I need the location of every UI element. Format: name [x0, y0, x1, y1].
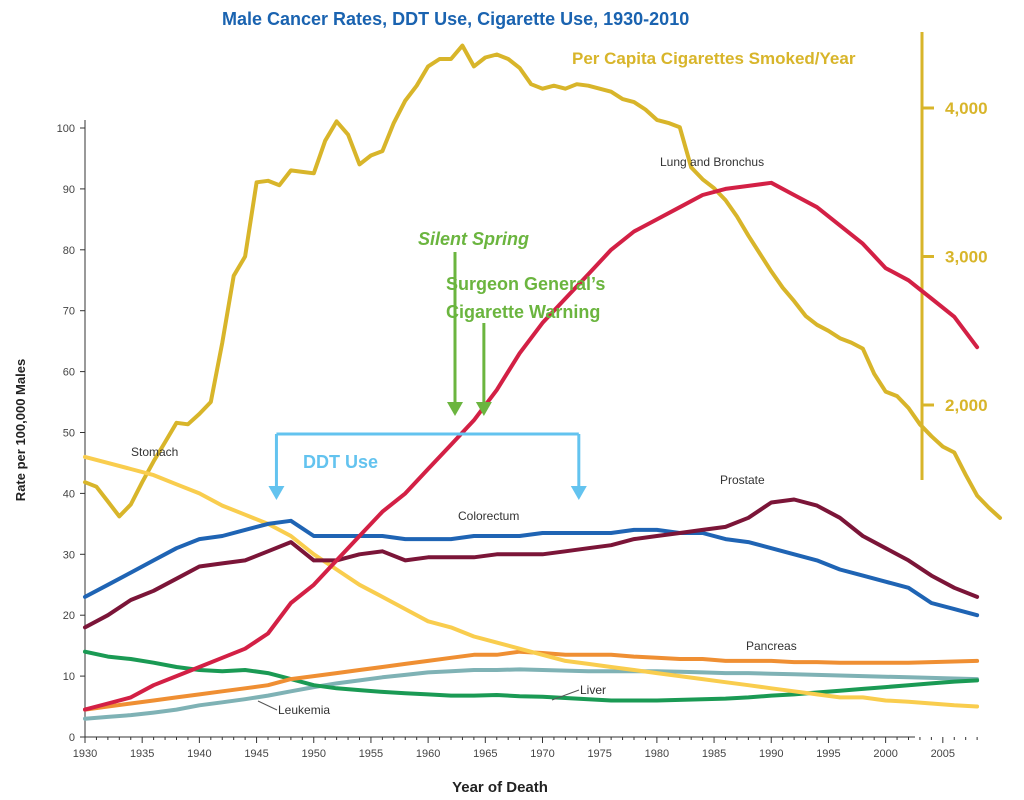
y-tick-label: 0: [69, 732, 75, 744]
x-tick-label: 2000: [873, 748, 897, 760]
x-tick-label: 1945: [244, 748, 268, 760]
silent-spring-label: Silent Spring: [418, 229, 529, 249]
x-tick-label: 1990: [759, 748, 783, 760]
x-tick-label: 1960: [416, 748, 440, 760]
y-ticks: 0 10 20 30 40 50 60 70 80 90 100: [57, 123, 85, 744]
x-tick-label: 1950: [302, 748, 326, 760]
label-pancreas: Pancreas: [746, 639, 797, 653]
x-axis-label: Year of Death: [452, 779, 548, 796]
series-line-prostate: [83, 497, 980, 630]
x-ticks: 1930 1935 1940 1945 1950 1955 1960 1965 1970 1975…: [73, 737, 978, 760]
series-line-per-capita-cigarettes-smoked-year: [83, 43, 1002, 520]
x-tick-label: 1940: [187, 748, 211, 760]
arrow-head: [570, 486, 587, 500]
leukemia-leader-line: [257, 700, 278, 711]
series-line-colorectum: [83, 518, 980, 618]
y-tick-label: 40: [63, 488, 75, 500]
y-tick-label: 30: [63, 549, 75, 561]
series-labels: Lung and Bronchus Stomach Prostate Color…: [131, 155, 797, 717]
series-line-leukemia: [83, 667, 980, 721]
arrow-head: [475, 402, 492, 416]
y-tick-label: 70: [63, 306, 75, 318]
y-tick-label: 60: [63, 367, 75, 379]
surgeon-general-arrow: [475, 323, 492, 416]
series-layer: [83, 43, 1002, 721]
label-lung-and-bronchus: Lung and Bronchus: [660, 155, 764, 169]
liver-leader-line: [551, 689, 580, 701]
x-tick-label: 1965: [473, 748, 497, 760]
x-tick-label: 1970: [530, 748, 554, 760]
ddt-use-label: DDT Use: [303, 452, 378, 472]
x-tick-label: 2005: [931, 748, 955, 760]
ddt-use-bracket: [268, 432, 587, 500]
silent-spring-arrow: [447, 252, 463, 416]
surgeon-general-label-line2: Cigarette Warning: [446, 302, 600, 322]
secondary-y-tick-label: 4,000: [945, 99, 988, 118]
x-tick-label: 1935: [130, 748, 154, 760]
y-tick-label: 100: [57, 123, 75, 135]
surgeon-general-label-line1: Surgeon General’s: [446, 274, 605, 294]
secondary-axis-title: Per Capita Cigarettes Smoked/Year: [572, 49, 856, 68]
x-tick-label: 1975: [587, 748, 611, 760]
secondary-y-ticks: 2,000 3,000 4,000: [922, 99, 988, 415]
y-axis-label: Rate per 100,000 Males: [13, 359, 28, 501]
label-prostate: Prostate: [720, 473, 765, 487]
series-line-liver: [83, 649, 980, 703]
x-tick-label: 1930: [73, 748, 97, 760]
arrow-head: [268, 486, 285, 500]
y-tick-label: 90: [63, 184, 75, 196]
x-tick-label: 1985: [702, 748, 726, 760]
label-leukemia: Leukemia: [278, 703, 330, 717]
y-tick-label: 10: [63, 671, 75, 683]
label-stomach: Stomach: [131, 445, 178, 459]
label-liver: Liver: [580, 683, 606, 697]
x-tick-label: 1995: [816, 748, 840, 760]
series-line-stomach: [83, 454, 980, 709]
secondary-y-tick-label: 3,000: [945, 248, 988, 267]
annotations: Silent Spring Surgeon General’s Cigarett…: [268, 229, 605, 500]
y-tick-label: 20: [63, 610, 75, 622]
arrow-head: [447, 402, 463, 416]
label-colorectum: Colorectum: [458, 509, 519, 523]
y-tick-label: 50: [63, 428, 75, 440]
y-tick-label: 80: [63, 245, 75, 257]
secondary-y-tick-label: 2,000: [945, 396, 988, 415]
axes: [84, 32, 924, 738]
chart-title: Male Cancer Rates, DDT Use, Cigarette Us…: [222, 9, 689, 29]
series-line-lung-and-bronchus: [83, 180, 980, 712]
x-tick-label: 1980: [645, 748, 669, 760]
x-tick-label: 1955: [359, 748, 383, 760]
